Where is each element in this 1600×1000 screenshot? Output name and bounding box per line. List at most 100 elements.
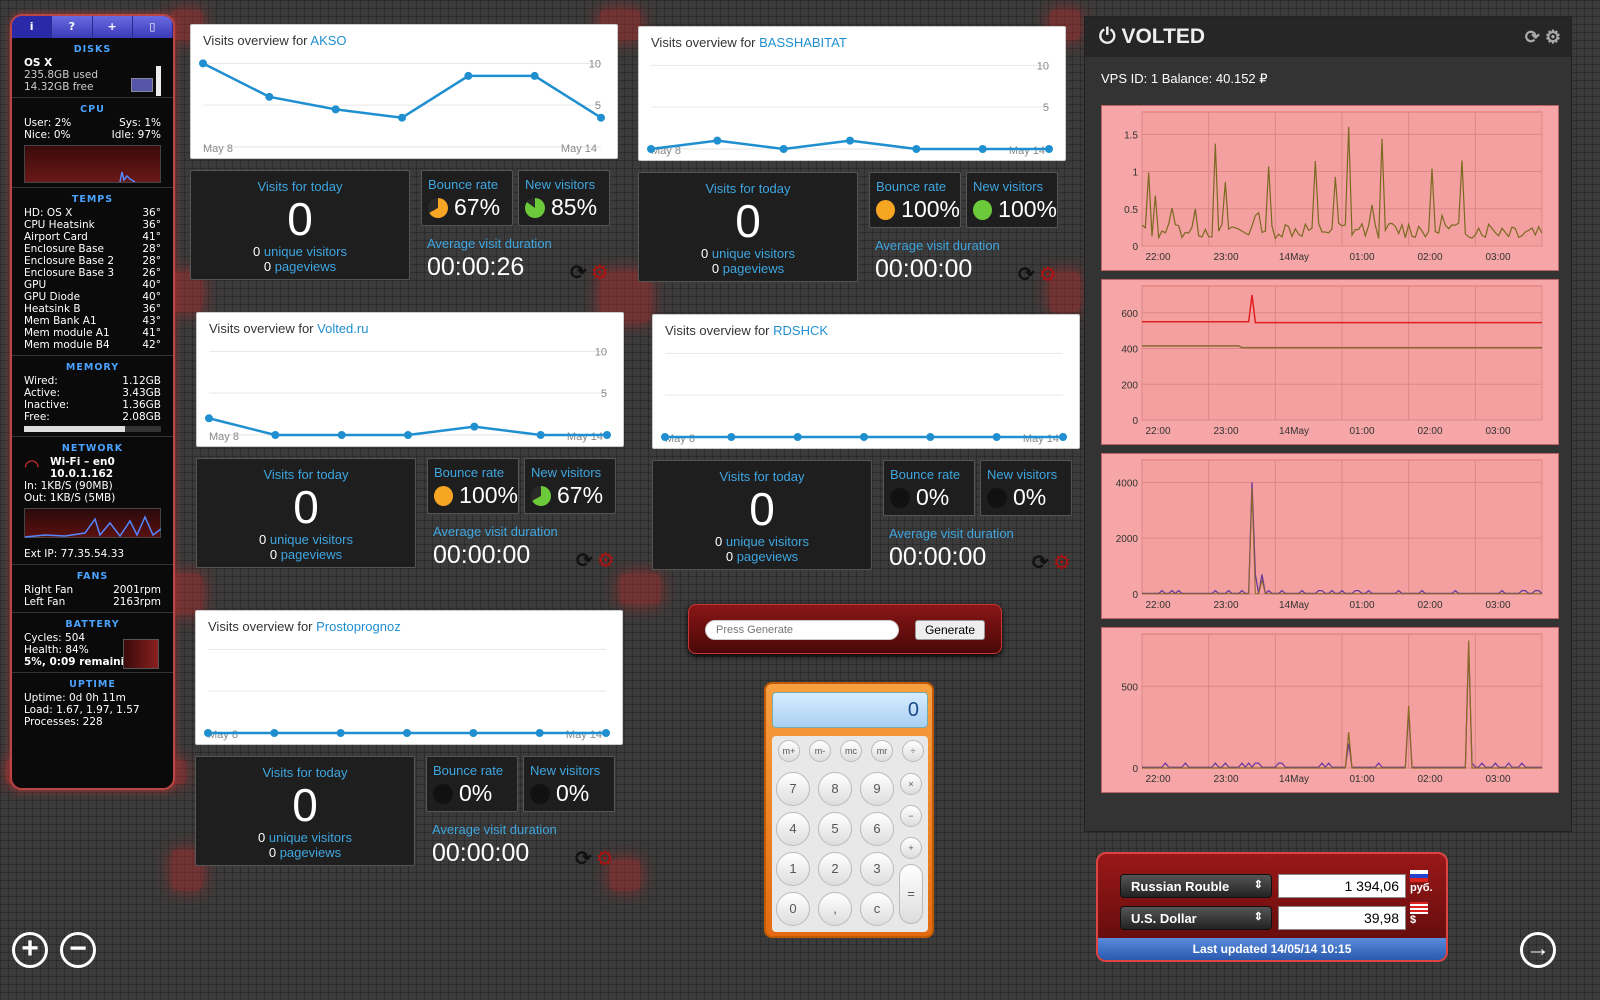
visits-today-panel: Visits for today 0 0 unique visitors 0 p… bbox=[190, 170, 410, 280]
info-tab[interactable]: i bbox=[12, 16, 53, 38]
section-title: NETWORK bbox=[61, 443, 124, 454]
stat-row: Free: 2.08GB bbox=[24, 411, 161, 423]
calc-key[interactable]: 6 bbox=[860, 812, 894, 846]
to-currency-select[interactable]: U.S. Dollar ⇕ bbox=[1120, 906, 1272, 930]
calc-key-memory[interactable]: m- bbox=[809, 740, 831, 762]
to-currency-label: U.S. Dollar bbox=[1131, 911, 1197, 926]
stat-value: 41° bbox=[142, 231, 161, 243]
memory-section: MEMORY Wired: 1.12GB Active: 3.43GB Inactive… bbox=[12, 362, 173, 437]
site-link[interactable]: Volted.ru bbox=[317, 321, 369, 336]
stat-row: Mem module B4 42° bbox=[24, 339, 161, 351]
next-arrow-button[interactable]: → bbox=[1520, 932, 1556, 968]
bounce-rate-value: 100% bbox=[901, 196, 960, 222]
gear-icon[interactable]: ⚙ bbox=[596, 550, 615, 572]
calc-key[interactable]: 2 bbox=[818, 852, 852, 886]
stat-row: Airport Card 41° bbox=[24, 231, 161, 243]
refresh-icon[interactable]: ⟳ bbox=[1524, 27, 1540, 47]
bounce-pie-icon bbox=[434, 485, 454, 506]
refresh-icon[interactable]: ⟳ bbox=[575, 848, 592, 870]
stat-label: Right Fan bbox=[24, 584, 74, 596]
x-tick-label: 02:00 bbox=[1417, 774, 1442, 785]
calc-key[interactable]: 7 bbox=[776, 772, 810, 806]
new-visitors-pie-icon bbox=[530, 783, 550, 804]
gear-icon[interactable]: ⚙ bbox=[595, 848, 614, 870]
pageviews-label: pageviews bbox=[279, 845, 342, 860]
generate-button[interactable]: Generate bbox=[915, 620, 985, 640]
bounce-rate-panel: Bounce rate 100% bbox=[427, 458, 519, 514]
calc-key-divide[interactable]: ÷ bbox=[902, 740, 924, 762]
calc-key-equals[interactable]: = bbox=[899, 864, 923, 924]
gear-icon[interactable]: ⚙ bbox=[1544, 27, 1561, 47]
calc-key-memory[interactable]: mr bbox=[871, 740, 893, 762]
y-tick-label: 5 bbox=[601, 388, 607, 400]
stat-row: Mem module A1 41° bbox=[24, 327, 161, 339]
refresh-icon[interactable]: ⟳ bbox=[576, 550, 593, 572]
refresh-icon[interactable]: ⟳ bbox=[1032, 552, 1049, 574]
pageviews-label: pageviews bbox=[274, 259, 337, 274]
x-tick-label: 14May bbox=[1279, 252, 1309, 263]
generate-output-field[interactable] bbox=[705, 620, 899, 640]
calc-key[interactable]: 3 bbox=[860, 852, 894, 886]
site-link[interactable]: AKSO bbox=[310, 33, 347, 48]
calc-key[interactable]: , bbox=[818, 892, 852, 926]
stat-value: 1.12GB bbox=[122, 375, 161, 387]
new-visitors-panel: New visitors 0% bbox=[523, 756, 615, 812]
calc-key[interactable]: c bbox=[860, 892, 894, 926]
site-link[interactable]: RDSHCK bbox=[773, 323, 829, 338]
volted-header: ⏻ VOLTED ⟳ ⚙ bbox=[1085, 17, 1571, 57]
visits-today-panel: Visits for today 0 0 unique visitors 0 p… bbox=[652, 460, 872, 570]
average-duration-value: 00:00:00 bbox=[889, 543, 987, 571]
stat-label: Wired: bbox=[24, 375, 58, 387]
new-visitors-label: New visitors bbox=[987, 467, 1058, 482]
gear-icon[interactable]: ⚙ bbox=[1038, 264, 1057, 286]
analytics-widget-basshabitat: Visits overview for BASSHABITAT 10 5 May 8… bbox=[638, 26, 1068, 296]
stat-value: 2.08GB bbox=[122, 411, 161, 423]
calc-key-operator[interactable]: + bbox=[900, 837, 922, 859]
site-link[interactable]: BASSHABITAT bbox=[759, 35, 847, 50]
stat-value: 43° bbox=[142, 315, 161, 327]
stat-label: HD: OS X bbox=[24, 207, 73, 219]
calc-key[interactable]: 0 bbox=[776, 892, 810, 926]
visits-point bbox=[978, 145, 987, 153]
fans-tab[interactable]: + bbox=[93, 16, 133, 38]
gear-icon[interactable]: ⚙ bbox=[1052, 552, 1071, 574]
section-title: DISKS bbox=[73, 44, 112, 55]
calc-key-memory[interactable]: mc bbox=[840, 740, 862, 762]
y-tick-label: 400 bbox=[1121, 345, 1138, 356]
pageviews-label: pageviews bbox=[280, 547, 343, 562]
calc-key[interactable]: 4 bbox=[776, 812, 810, 846]
help-tab[interactable]: ? bbox=[52, 16, 93, 38]
uptime-section: UPTIME Uptime: 0d 0h 11m Load: 1.67, 1.9… bbox=[12, 679, 173, 732]
calc-key-operator[interactable]: − bbox=[900, 805, 922, 827]
calc-key-memory[interactable]: m+ bbox=[778, 740, 800, 762]
site-link[interactable]: Prostoprognoz bbox=[316, 619, 401, 634]
x-tick-label: May 14 bbox=[561, 143, 597, 155]
calc-key-operator[interactable]: × bbox=[900, 773, 922, 795]
refresh-icon[interactable]: ⟳ bbox=[570, 262, 587, 284]
from-currency-value[interactable]: 1 394,06 bbox=[1278, 874, 1406, 898]
x-tick-label: May 8 bbox=[665, 433, 695, 445]
calc-key[interactable]: 1 bbox=[776, 852, 810, 886]
from-currency-select[interactable]: Russian Rouble ⇕ bbox=[1120, 874, 1272, 898]
add-widget-button[interactable]: + bbox=[12, 932, 48, 968]
refresh-icon[interactable]: ⟳ bbox=[1018, 264, 1035, 286]
unique-visitors-count: 0 bbox=[253, 244, 261, 259]
stat-value: 36° bbox=[142, 303, 161, 315]
calc-key[interactable]: 5 bbox=[818, 812, 852, 846]
title-prefix: Visits overview for bbox=[203, 33, 311, 48]
y-tick-label: 4000 bbox=[1116, 478, 1139, 489]
remove-widget-button[interactable]: − bbox=[60, 932, 96, 968]
battery-plug-icon bbox=[123, 639, 159, 669]
calc-key[interactable]: 9 bbox=[860, 772, 894, 806]
gear-icon[interactable]: ⚙ bbox=[590, 262, 609, 284]
new-visitors-panel: New visitors 0% bbox=[980, 460, 1072, 516]
bounce-rate-panel: Bounce rate 67% bbox=[421, 170, 513, 226]
y-tick-label: 5 bbox=[595, 100, 601, 112]
battery-tab[interactable]: ▯ bbox=[133, 16, 173, 38]
calc-key[interactable]: 8 bbox=[818, 772, 852, 806]
to-currency-value[interactable]: 39,98 bbox=[1278, 906, 1406, 930]
visits-point bbox=[727, 433, 736, 441]
vps-graph: 1.5 1 0.5 0 22:00 23:00 14May 01:00 02:00 03:00 bbox=[1101, 105, 1559, 271]
